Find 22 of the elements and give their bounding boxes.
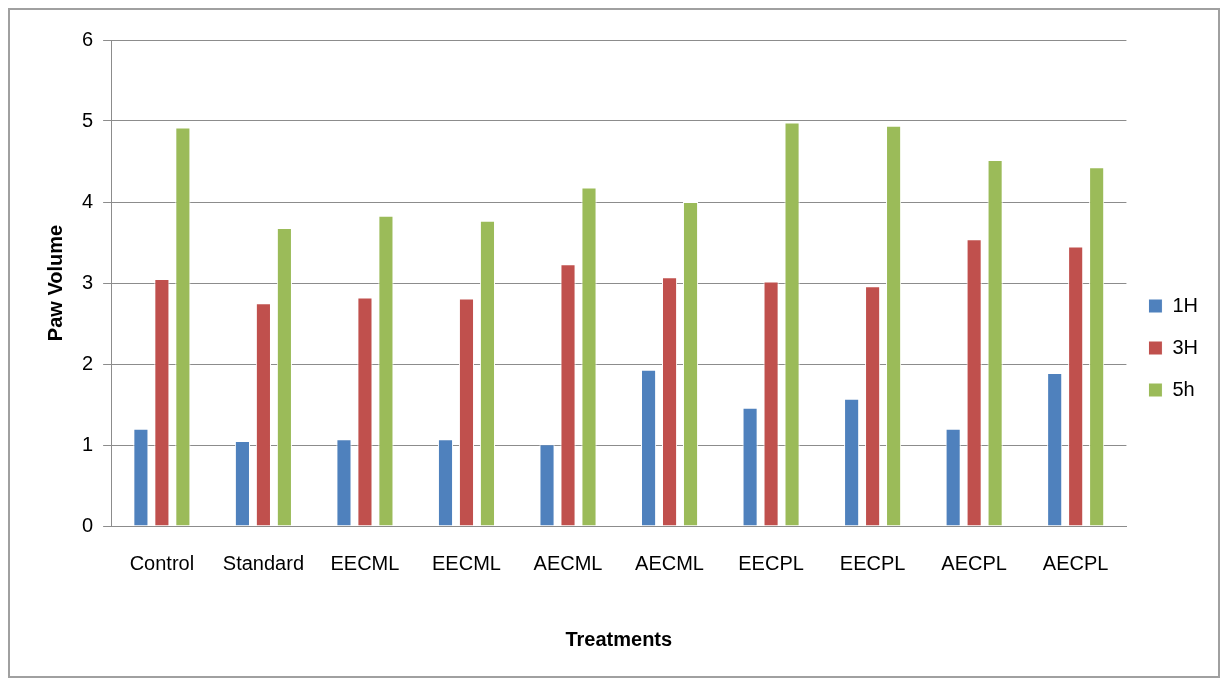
x-axis-title: Treatments: [565, 627, 673, 650]
y-axis-title: Paw Volume: [43, 224, 66, 342]
x-tick-label: AECML: [635, 551, 704, 574]
x-tick-label: Standard: [222, 551, 305, 574]
x-tick-label: EECPL: [738, 551, 804, 574]
x-tick-label: AECPL: [1042, 551, 1109, 574]
y-tick-label: 2: [82, 351, 94, 374]
y-tick-label: 0: [82, 513, 94, 536]
y-tick-label: 6: [82, 27, 94, 50]
x-tick-label: EECML: [330, 551, 400, 574]
x-tick-label: Control: [129, 551, 195, 574]
legend-label: 1H: [1172, 293, 1199, 316]
x-tick-label: EECPL: [839, 551, 906, 574]
y-tick-label: 3: [82, 270, 94, 293]
x-tick-label: AECPL: [941, 551, 1007, 574]
x-tick-label: EECML: [432, 551, 501, 574]
legend-label: 5h: [1172, 377, 1195, 400]
y-tick-label: 4: [82, 189, 94, 212]
y-tick-label: 5: [82, 108, 94, 131]
y-tick-label: 1: [82, 432, 94, 455]
x-tick-label: AECML: [533, 551, 603, 574]
legend-label: 3H: [1172, 335, 1199, 358]
